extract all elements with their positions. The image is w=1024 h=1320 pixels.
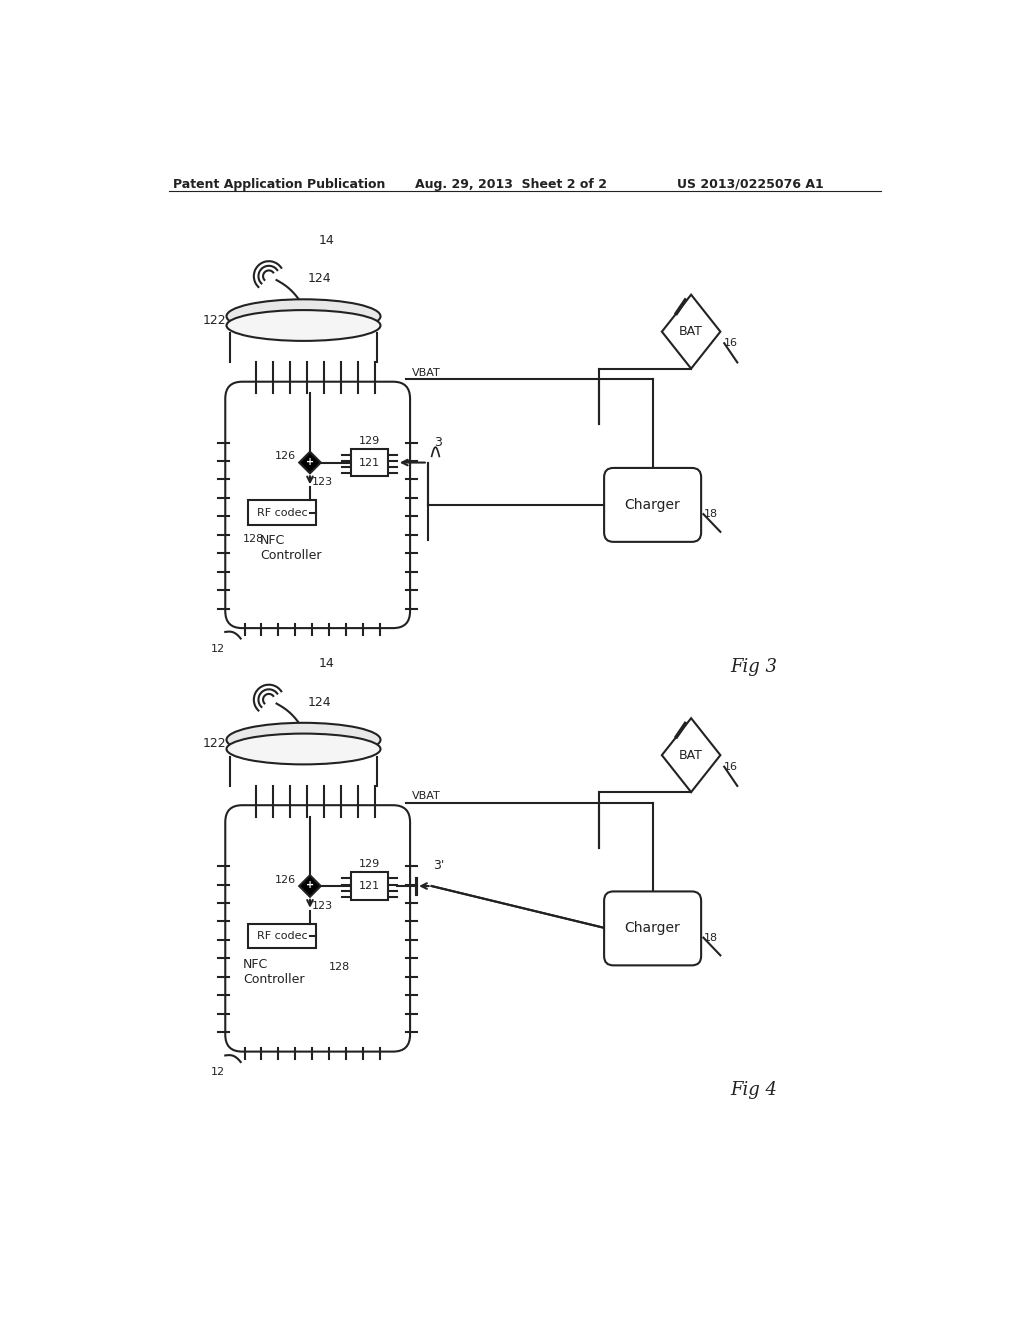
Text: 128: 128 [330,962,350,973]
Text: NFC
Controller: NFC Controller [243,958,304,986]
Text: +: + [306,880,314,890]
Bar [249,500,316,525]
Ellipse shape [226,734,381,764]
Text: RF codec: RF codec [257,508,307,517]
Bar [351,449,388,477]
Text: 124: 124 [307,272,331,285]
Text: VBAT: VBAT [413,368,441,378]
Text: US 2013/0225076 A1: US 2013/0225076 A1 [677,178,824,190]
Text: VBAT: VBAT [413,792,441,801]
Text: 14: 14 [318,657,335,671]
Text: 16: 16 [724,338,738,348]
FancyBboxPatch shape [225,381,410,628]
FancyBboxPatch shape [604,469,701,543]
Text: Aug. 29, 2013  Sheet 2 of 2: Aug. 29, 2013 Sheet 2 of 2 [416,178,607,190]
Text: 3: 3 [434,436,441,449]
Polygon shape [299,451,321,474]
Text: 123: 123 [312,478,334,487]
Text: 12: 12 [211,1067,225,1077]
Text: 122: 122 [203,314,226,326]
Text: 121: 121 [358,880,380,891]
Text: 129: 129 [358,436,380,446]
Bar [249,924,316,949]
Text: 16: 16 [724,762,738,772]
Text: BAT: BAT [679,325,703,338]
Text: 126: 126 [275,875,296,884]
Text: RF codec: RF codec [257,931,307,941]
Ellipse shape [226,310,381,341]
Text: NFC
Controller: NFC Controller [260,535,322,562]
Text: 126: 126 [275,451,296,462]
Text: Fig 3: Fig 3 [731,657,778,676]
Text: 12: 12 [211,644,225,653]
Text: Charger: Charger [625,498,681,512]
Text: 129: 129 [358,859,380,869]
Text: 18: 18 [703,510,718,519]
Text: 3': 3' [433,859,444,873]
Text: 128: 128 [243,535,264,544]
Text: 122: 122 [203,737,226,750]
Text: 121: 121 [358,458,380,467]
FancyBboxPatch shape [604,891,701,965]
Text: Fig 4: Fig 4 [731,1081,778,1100]
Text: 123: 123 [312,900,334,911]
Polygon shape [662,294,720,368]
Text: 18: 18 [703,933,718,942]
Text: Charger: Charger [625,921,681,936]
Text: Patent Application Publication: Patent Application Publication [173,178,385,190]
Polygon shape [299,875,321,896]
Polygon shape [662,718,720,792]
Text: 124: 124 [307,696,331,709]
Ellipse shape [226,723,381,756]
Text: +: + [306,457,314,467]
Ellipse shape [226,300,381,333]
Bar [351,873,388,900]
FancyBboxPatch shape [225,805,410,1052]
Text: BAT: BAT [679,748,703,762]
Text: 14: 14 [318,234,335,247]
